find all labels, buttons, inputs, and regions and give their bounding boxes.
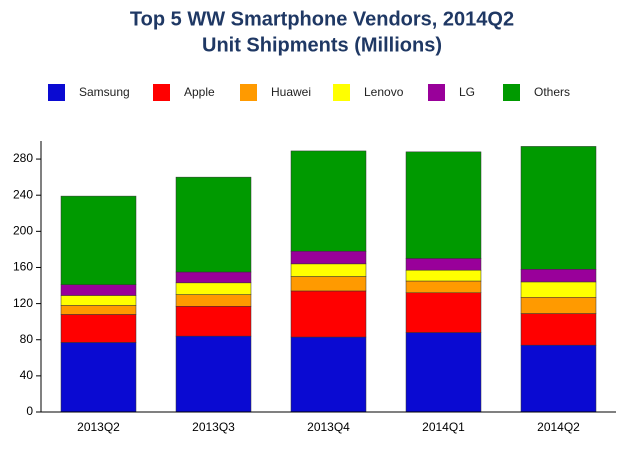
legend-label: Samsung: [79, 85, 130, 99]
y-tick-label: 240: [13, 187, 33, 201]
bar-segment: [290, 250, 367, 265]
y-tick-label: 160: [13, 260, 33, 274]
bar-segment: [60, 305, 137, 315]
x-tick-label: 2014Q2: [537, 420, 580, 434]
bar-segment: [405, 332, 482, 413]
y-tick-label: 40: [20, 368, 34, 382]
bar-segment: [290, 276, 367, 292]
bar-segment: [175, 271, 252, 284]
bar-segment: [405, 292, 482, 333]
legend-label: Huawei: [271, 85, 311, 99]
x-tick-label: 2013Q4: [307, 420, 350, 434]
bar-segment: [60, 284, 137, 296]
bar-segment: [290, 290, 367, 338]
x-tick-label: 2013Q2: [77, 420, 120, 434]
bar-segment: [520, 281, 597, 298]
legend-swatch: [48, 84, 65, 101]
bar-segment: [175, 282, 252, 295]
y-tick-label: 0: [26, 404, 33, 418]
y-tick-label: 280: [13, 151, 33, 165]
bar-segment: [290, 336, 367, 413]
chart-title: Top 5 WW Smartphone Vendors, 2014Q2: [130, 8, 514, 30]
bar-segment: [175, 335, 252, 413]
x-tick-label: 2013Q3: [192, 420, 235, 434]
bar-segment: [405, 280, 482, 294]
bar-segment: [405, 258, 482, 271]
bar-segment: [405, 151, 482, 259]
legend-swatch: [428, 84, 445, 101]
bar-segment: [290, 150, 367, 252]
legend-label: Apple: [184, 85, 215, 99]
bar-segment: [520, 297, 597, 314]
bar-segment: [520, 269, 597, 283]
legend-swatch: [240, 84, 257, 101]
legend-swatch: [503, 84, 520, 101]
bar-segment: [175, 306, 252, 337]
bar-segment: [405, 269, 482, 282]
legend-label: Lenovo: [364, 85, 404, 99]
legend-label: LG: [459, 85, 475, 99]
chart-subtitle: Unit Shipments (Millions): [202, 34, 442, 56]
bar-segment: [60, 195, 137, 285]
y-tick-label: 200: [13, 224, 33, 238]
bar-segment: [520, 313, 597, 346]
legend-label: Others: [534, 85, 570, 99]
bar-segment: [520, 146, 597, 270]
x-tick-label: 2014Q1: [422, 420, 465, 434]
bar-segment: [60, 314, 137, 343]
bar-segment: [520, 344, 597, 413]
legend-swatch: [153, 84, 170, 101]
y-tick-label: 80: [20, 332, 34, 346]
bar-segment: [175, 294, 252, 307]
bar-segment: [290, 263, 367, 277]
legend-swatch: [333, 84, 350, 101]
bar-segment: [60, 342, 137, 413]
y-tick-label: 120: [13, 296, 33, 310]
bar-segment: [60, 295, 137, 306]
bar-segment: [175, 176, 252, 273]
